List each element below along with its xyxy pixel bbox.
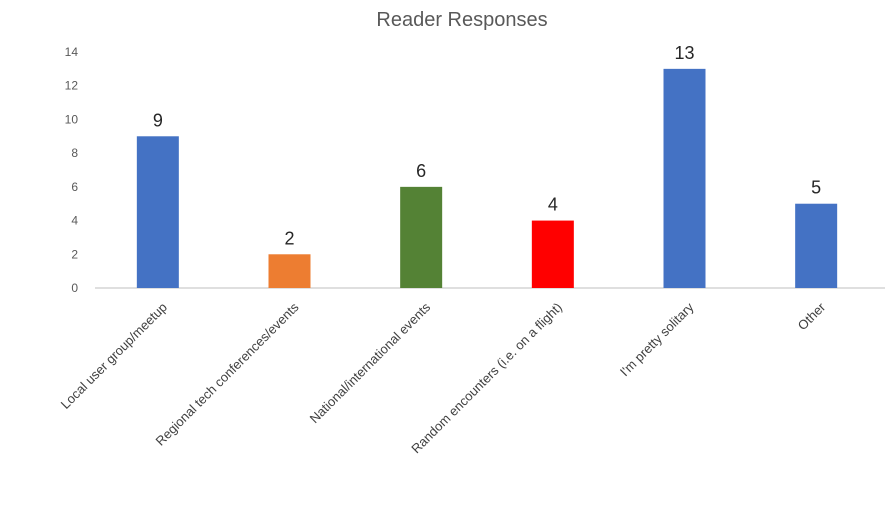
y-tick-label: 6 (71, 180, 78, 194)
x-tick-label: Local user group/meetup (58, 300, 170, 412)
data-label: 13 (674, 43, 694, 63)
y-tick-label: 2 (71, 247, 78, 261)
data-labels: 9 2 6 4 13 5 (153, 43, 821, 248)
y-axis: 0 2 4 6 8 10 12 14 (65, 45, 79, 295)
bar (795, 203, 838, 288)
bar (663, 68, 706, 288)
bar (136, 136, 179, 288)
y-tick-label: 14 (65, 45, 79, 59)
data-label: 6 (416, 161, 426, 181)
bar (531, 220, 574, 288)
chart-title: Reader Responses (376, 9, 547, 31)
bars (136, 68, 838, 288)
x-tick-label: Random encounters (i.e. on a flight) (408, 300, 565, 457)
bar (268, 254, 311, 288)
x-tick-label: National/international events (307, 299, 434, 426)
data-label: 2 (284, 228, 294, 248)
x-tick-label: Regional tech conferences/events (153, 299, 302, 448)
data-label: 9 (153, 110, 163, 130)
y-tick-label: 0 (71, 281, 78, 295)
bar (400, 186, 443, 288)
y-tick-label: 4 (71, 214, 78, 228)
y-tick-label: 10 (65, 112, 79, 126)
x-tick-label: Other (795, 299, 829, 333)
data-label: 5 (811, 178, 821, 198)
y-tick-label: 8 (71, 146, 78, 160)
data-label: 4 (548, 195, 558, 215)
y-tick-label: 12 (65, 79, 79, 93)
x-tick-label: I'm pretty solitary (617, 299, 697, 379)
